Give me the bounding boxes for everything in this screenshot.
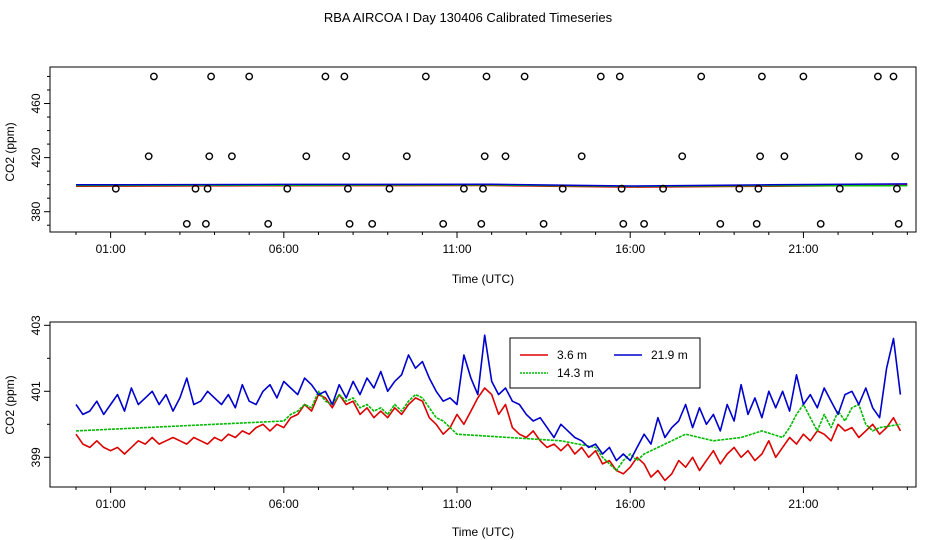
panel-bottom-series-14-3-m — [75, 390, 901, 472]
panel-top-data-point — [558, 184, 567, 193]
panel-top-data-point — [144, 152, 153, 161]
panel-top-xtick-label: 01:00 — [96, 242, 126, 256]
panel-top-data-point — [678, 152, 687, 161]
panel-top-data-point — [459, 184, 468, 193]
panel-top-data-point — [207, 72, 216, 81]
panel-top-ytick-label: 460 — [29, 93, 43, 113]
panel-bottom-ytick-label: 399 — [29, 447, 43, 467]
panel-top-data-point — [283, 184, 292, 193]
panel-top-data-point — [482, 72, 491, 81]
panel-top-data-point — [893, 184, 901, 193]
panel-top-data-point — [201, 219, 210, 228]
panel-top-data-point — [264, 219, 273, 228]
panel-bottom-series — [75, 334, 902, 482]
panel-top-data-point — [182, 219, 191, 228]
panel-top-data-point — [640, 219, 648, 228]
panel-top-xtick-label: 11:00 — [442, 242, 471, 256]
panel-top-data-point — [894, 219, 903, 228]
panel-bottom-xtick-label: 11:00 — [442, 497, 471, 511]
panel-top-data-point — [149, 72, 158, 81]
panel-bottom-xtick-label: 21:00 — [788, 497, 818, 511]
legend-label-3-6m: 3.6 m — [557, 348, 587, 362]
panel-top-data-point — [697, 72, 706, 81]
panel-top-xtick-label: 16:00 — [615, 242, 645, 256]
panel-top-data-point — [480, 152, 489, 161]
panel-top-ylabel: CO2 (ppm) — [3, 122, 17, 181]
panel-top-data-point — [421, 72, 430, 81]
panel-top-series-21-9-m — [75, 183, 908, 187]
panel-top-frame — [49, 66, 917, 233]
panel-top-data-point — [479, 184, 487, 193]
panel-top-data-point — [752, 219, 761, 228]
panel-bottom-series-3-6-m — [75, 387, 902, 482]
panel-top-data-point — [340, 72, 349, 81]
panel-top-data-point — [735, 184, 744, 193]
panel-bottom-frame — [49, 321, 917, 488]
panel-top-data-point — [111, 184, 120, 193]
panel-top-data-point — [302, 152, 311, 161]
panel-top-data-point — [754, 184, 763, 193]
panel-top-data-point — [816, 219, 825, 228]
panel-top-data-point — [659, 184, 667, 193]
panel-top-data-point — [245, 72, 254, 81]
panel-top-data-point — [577, 152, 586, 161]
panel-top-data-point — [385, 184, 394, 193]
panel-top-data-point — [756, 152, 764, 161]
panel-bottom-xlabel: Time (UTC) — [452, 525, 514, 539]
panel-top-data-point — [596, 72, 605, 81]
panel-top-data-point — [203, 184, 212, 193]
legend-label-14-3m: 14.3 m — [557, 366, 594, 380]
legend: 3.6 m 21.9 m 14.3 m — [509, 337, 701, 389]
panel-top-data-point — [439, 219, 448, 228]
panel-top-data-point — [617, 184, 626, 193]
panel-top-xtick-label: 06:00 — [269, 242, 299, 256]
panel-bottom-axes: 01:00 06:00 11:00 16:00 21:00 399 401 403 — [29, 315, 908, 511]
panel-top-data-point — [874, 72, 882, 81]
panel-top-data-point — [891, 152, 900, 161]
panel-top-axes: 01:00 06:00 11:00 16:00 21:00 380 420 460 — [29, 75, 908, 256]
panel-top-ytick-label: 380 — [29, 201, 43, 221]
panel-top-series — [75, 183, 908, 188]
panel-bottom: 01:00 06:00 11:00 16:00 21:00 399 401 403 Time … — [3, 315, 917, 539]
panel-top-data-point — [854, 152, 863, 161]
panel-top-data-point — [477, 219, 486, 228]
panel-bottom-ytick-label: 401 — [29, 381, 43, 401]
panel-top-data-point — [889, 72, 898, 81]
panel-top-data-point — [539, 219, 548, 228]
panel-top-data-point — [758, 72, 766, 81]
panel-top-data-point — [321, 72, 330, 81]
panel-top-data-point — [342, 152, 351, 161]
panel-top-data-point — [345, 219, 354, 228]
panel-bottom-series-21-9-m — [75, 334, 902, 462]
panel-top-data-point — [615, 72, 624, 81]
panel-top-data-point — [205, 152, 214, 161]
panel-top: 01:00 06:00 11:00 16:00 21:00 380 420 460 Time … — [3, 66, 917, 286]
panel-bottom-xtick-label: 16:00 — [615, 497, 645, 511]
panel-top-data-point — [501, 152, 510, 161]
panel-top-data-point — [835, 184, 844, 193]
panel-top-points — [111, 72, 903, 228]
panel-bottom-ylabel: CO2 (ppm) — [3, 375, 17, 434]
panel-top-data-point — [402, 152, 411, 161]
panel-bottom-xtick-label: 01:00 — [96, 497, 126, 511]
panel-top-data-point — [716, 219, 725, 228]
panel-bottom-ytick-label: 403 — [29, 315, 43, 335]
panel-top-data-point — [227, 152, 236, 161]
figure-title: RBA AIRCOA I Day 130406 Calibrated Times… — [324, 10, 613, 25]
panel-bottom-xtick-label: 06:00 — [269, 497, 299, 511]
panel-top-data-point — [799, 72, 808, 81]
legend-label-21-9m: 21.9 m — [651, 348, 688, 362]
panel-top-data-point — [191, 184, 200, 193]
panel-top-data-point — [343, 184, 352, 193]
panel-top-ytick-label: 420 — [29, 147, 43, 167]
panel-top-xtick-label: 21:00 — [788, 242, 818, 256]
panel-top-data-point — [780, 152, 789, 161]
panel-top-data-point — [520, 72, 529, 81]
panel-top-xlabel: Time (UTC) — [452, 272, 514, 286]
panel-top-data-point — [368, 219, 377, 228]
legend-box — [509, 337, 701, 389]
panel-top-data-point — [619, 219, 628, 228]
